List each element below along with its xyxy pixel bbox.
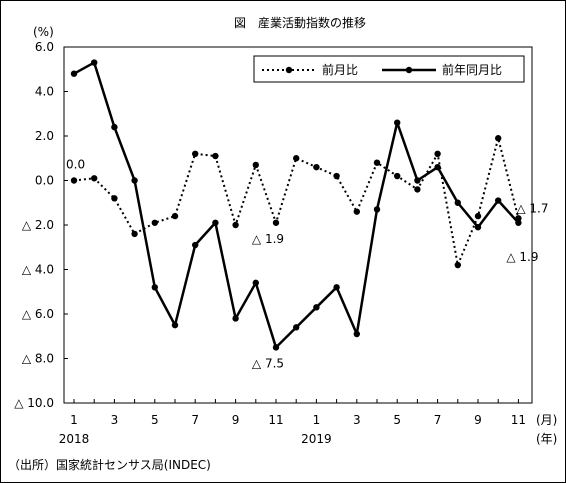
x-tick-label: 5 [393, 413, 401, 427]
data-point-mom [293, 155, 300, 162]
data-point-mom [111, 195, 118, 202]
y-tick-label: △ 10.0 [14, 396, 54, 410]
data-point-yoy [454, 199, 461, 206]
x-tick-label: 11 [268, 413, 283, 427]
x-axis-unit-year: (年) [536, 432, 557, 446]
data-point-yoy [232, 315, 239, 322]
x-tick-label: 7 [434, 413, 442, 427]
data-point-mom [434, 150, 441, 157]
legend-marker-mom [285, 66, 293, 74]
data-point-yoy [91, 59, 98, 66]
series-line-yoy [73, 61, 520, 349]
data-point-yoy [373, 206, 381, 213]
x-tick-label: 5 [151, 413, 159, 427]
data-point-mom [151, 219, 158, 226]
data-point-mom [495, 135, 502, 142]
series-line-mom [73, 137, 520, 267]
y-tick-label: △ 4.0 [22, 263, 54, 277]
y-tick-label: △ 8.0 [22, 352, 54, 366]
data-point-yoy [151, 284, 158, 291]
x-tick-label: 3 [111, 413, 119, 427]
data-point-mom [272, 219, 280, 226]
source-note: （出所）国家統計センサス局(INDEC) [8, 457, 211, 472]
data-point-yoy [212, 219, 219, 226]
data-point-mom [353, 208, 360, 215]
y-tick-label: 0.0 [35, 174, 54, 188]
data-point-mom [474, 212, 482, 220]
y-tick-label: 2.0 [35, 129, 54, 143]
data-point-yoy [111, 123, 118, 131]
data-point-yoy [272, 344, 280, 351]
legend-label-mom: 前月比 [322, 62, 358, 77]
data-point-yoy [293, 324, 300, 331]
data-point-mom [131, 230, 138, 238]
data-point-mom [91, 175, 98, 182]
legend-marker-yoy [405, 66, 413, 74]
data-point-yoy [414, 177, 421, 184]
plot-area [63, 46, 533, 404]
data-label: △ 1.7 [516, 201, 548, 215]
data-point-yoy [495, 197, 502, 204]
y-tick-label: 4.0 [35, 85, 54, 99]
data-point-mom [333, 172, 340, 180]
data-point-yoy [313, 304, 320, 311]
data-point-mom [414, 186, 421, 193]
data-point-yoy [70, 70, 78, 77]
data-point-yoy [434, 163, 441, 171]
data-point-yoy [474, 224, 482, 231]
y-axis-unit: (%) [33, 25, 54, 39]
x-year-label: 2019 [301, 432, 332, 446]
data-label: △ 7.5 [252, 356, 284, 370]
data-label: △ 1.9 [506, 250, 538, 264]
data-point-mom [252, 161, 259, 169]
data-point-yoy [515, 219, 522, 226]
data-label: 0.0 [66, 158, 85, 172]
data-point-mom [313, 163, 320, 171]
data-point-mom [394, 172, 401, 180]
data-point-mom [373, 159, 381, 166]
y-tick-label: △ 6.0 [22, 307, 54, 321]
data-point-yoy [192, 241, 199, 249]
data-point-yoy [171, 321, 179, 329]
data-point-mom [232, 221, 239, 229]
legend: 前月比 前年同月比 [253, 55, 525, 83]
data-point-yoy [394, 119, 401, 126]
x-tick-label: 1 [70, 413, 78, 427]
data-point-yoy [333, 284, 340, 291]
legend-label-yoy: 前年同月比 [442, 62, 502, 77]
y-tick-label: △ 2.0 [22, 218, 54, 232]
y-tick-label: 6.0 [35, 40, 54, 54]
x-tick-label: 9 [232, 413, 240, 427]
x-year-label: 2018 [59, 432, 90, 446]
x-tick-label: 1 [313, 413, 321, 427]
data-label: △ 1.9 [252, 232, 284, 246]
data-point-yoy [353, 330, 360, 338]
x-tick-label: 7 [191, 413, 199, 427]
data-point-mom [171, 212, 179, 220]
data-point-mom [212, 152, 219, 160]
chart-title: 図 産業活動指数の推移 [234, 15, 366, 30]
data-point-yoy [252, 279, 259, 287]
data-point-yoy [131, 177, 138, 184]
data-point-mom [70, 177, 78, 184]
data-point-mom [192, 150, 199, 157]
x-axis-unit-month: (月) [536, 413, 557, 427]
x-tick-label: 3 [353, 413, 361, 427]
x-tick-label: 11 [511, 413, 526, 427]
x-tick-label: 9 [474, 413, 482, 427]
data-point-mom [454, 261, 461, 269]
